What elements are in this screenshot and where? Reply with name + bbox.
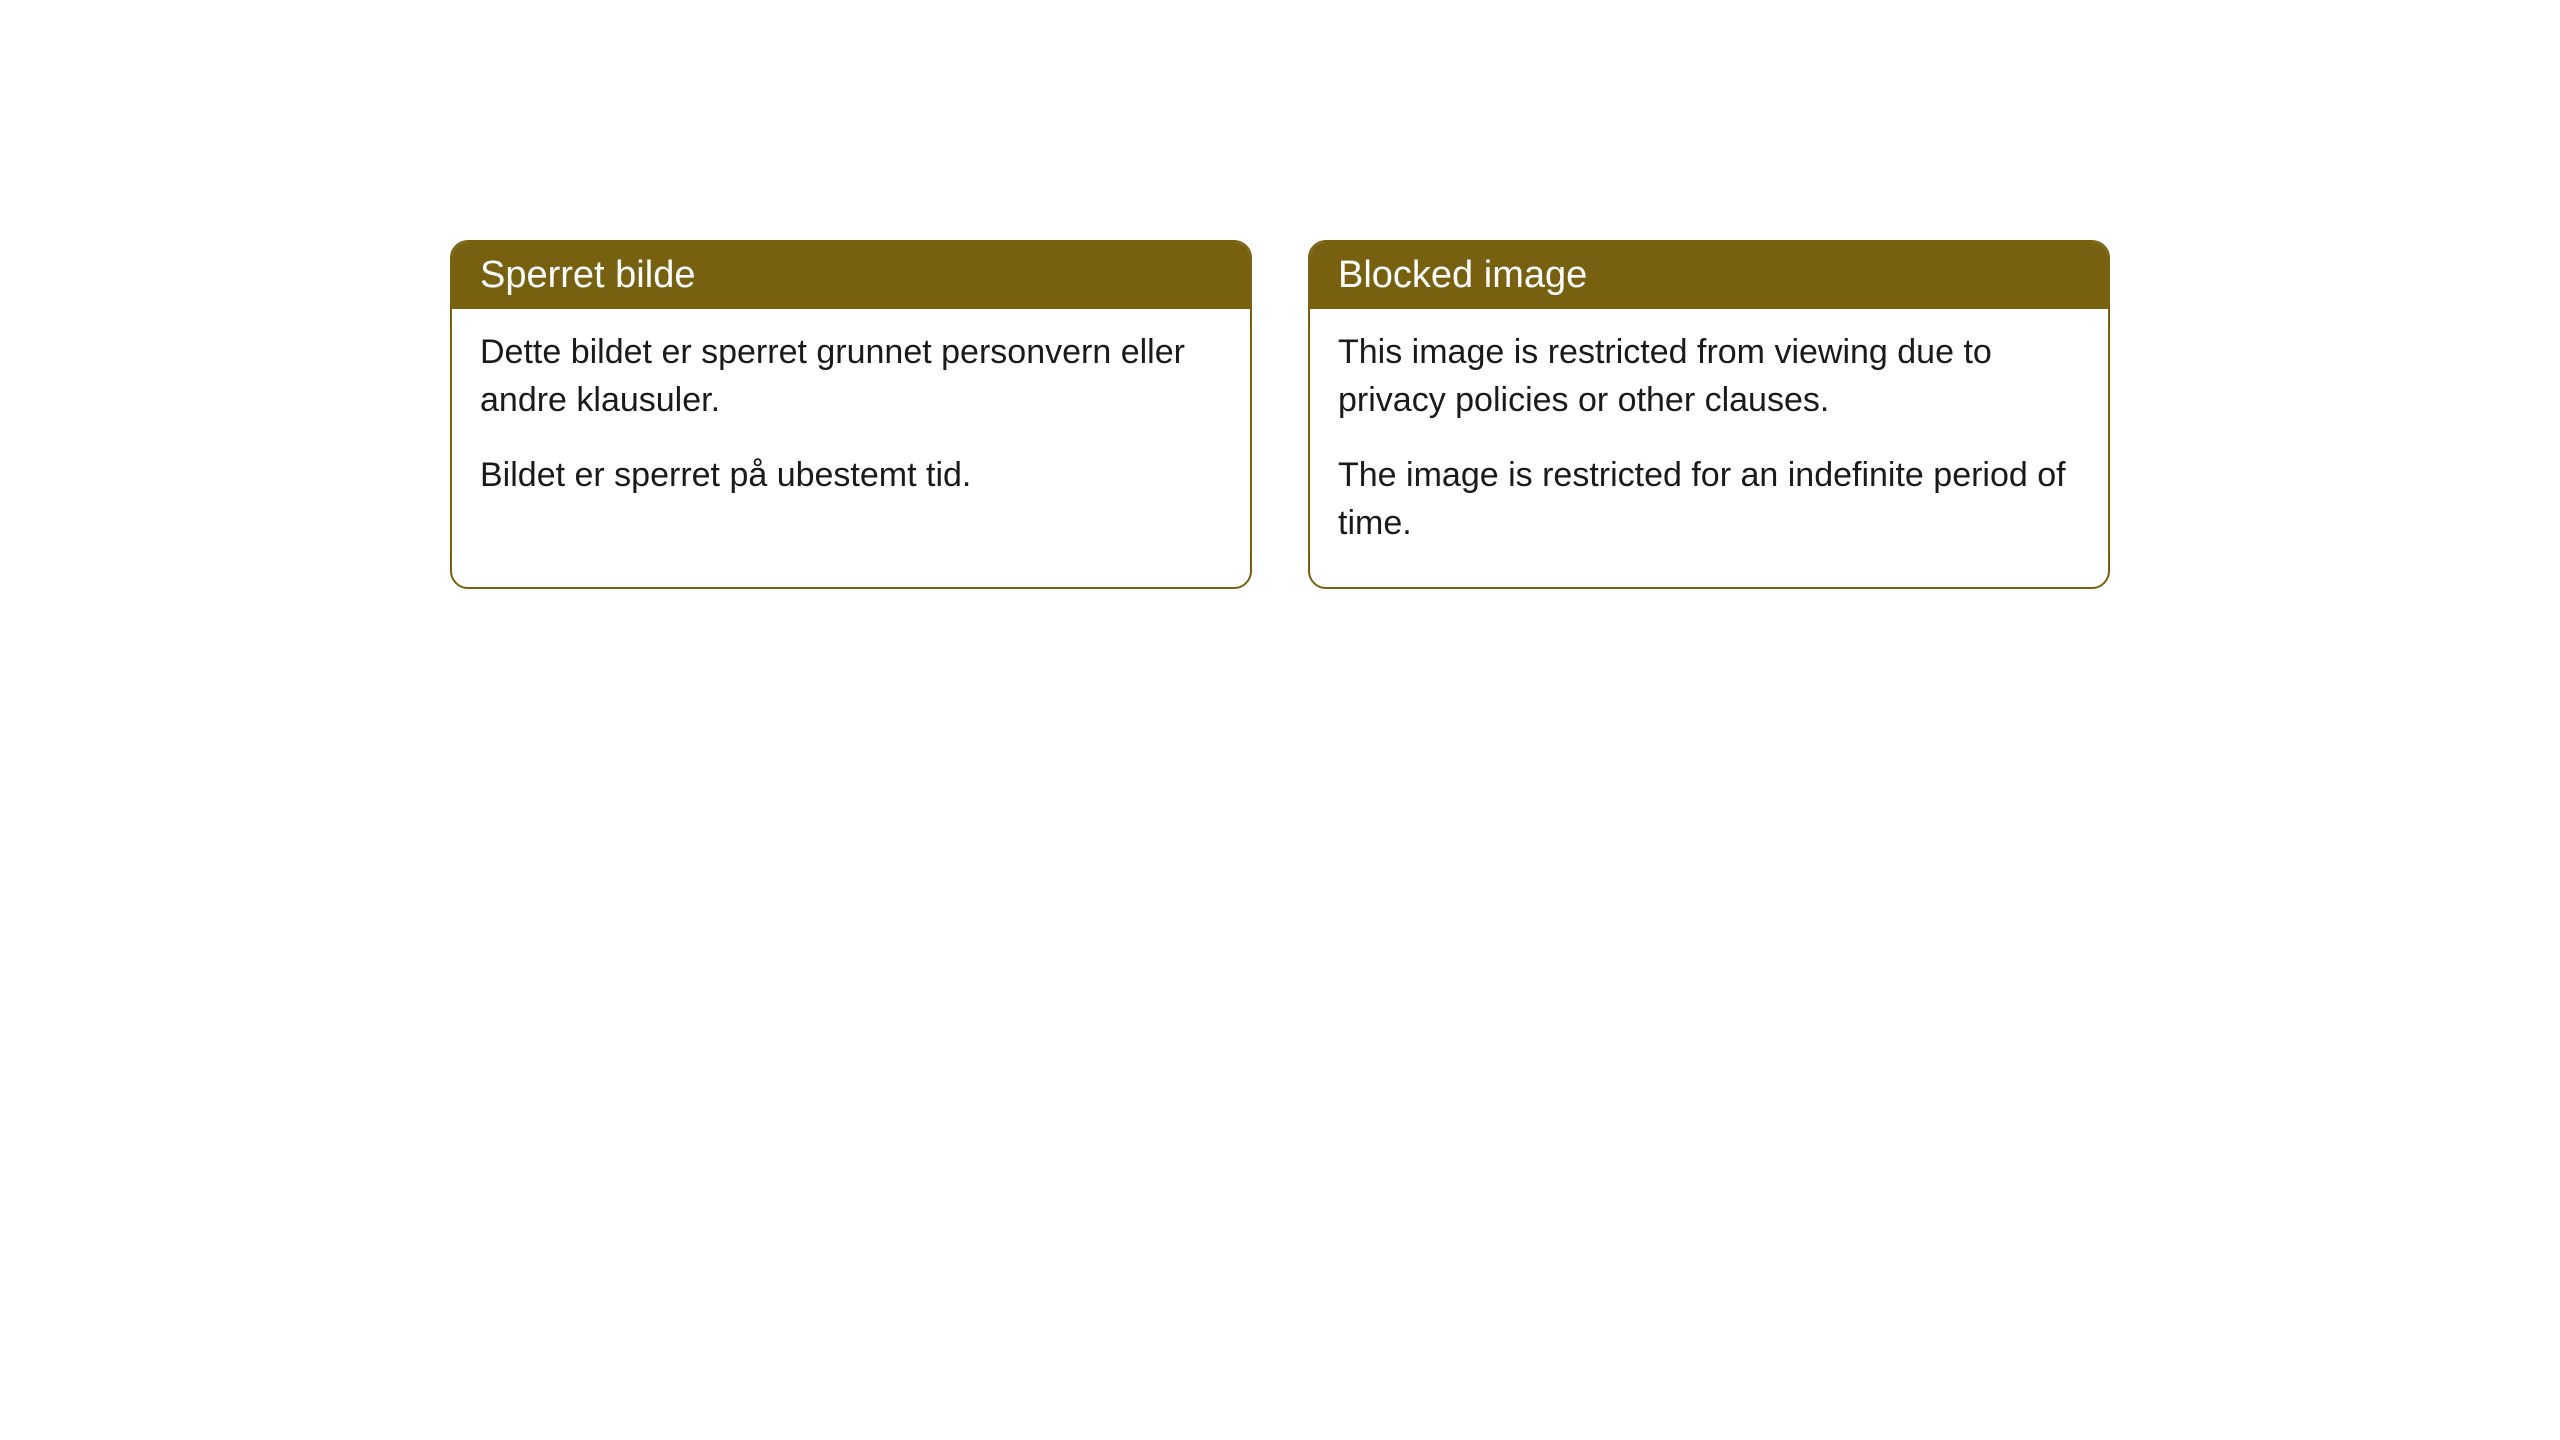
card-paragraph: The image is restricted for an indefinit… <box>1338 452 2080 547</box>
card-header: Sperret bilde <box>452 242 1250 309</box>
notice-card-english: Blocked image This image is restricted f… <box>1308 240 2110 589</box>
card-paragraph: This image is restricted from viewing du… <box>1338 329 2080 424</box>
notice-cards-container: Sperret bilde Dette bildet er sperret gr… <box>450 240 2110 589</box>
card-header: Blocked image <box>1310 242 2108 309</box>
card-paragraph: Dette bildet er sperret grunnet personve… <box>480 329 1222 424</box>
notice-card-norwegian: Sperret bilde Dette bildet er sperret gr… <box>450 240 1252 589</box>
card-body: Dette bildet er sperret grunnet personve… <box>452 309 1250 540</box>
card-paragraph: Bildet er sperret på ubestemt tid. <box>480 452 1222 500</box>
card-title: Blocked image <box>1338 254 1587 296</box>
card-title: Sperret bilde <box>480 254 695 296</box>
card-body: This image is restricted from viewing du… <box>1310 309 2108 587</box>
